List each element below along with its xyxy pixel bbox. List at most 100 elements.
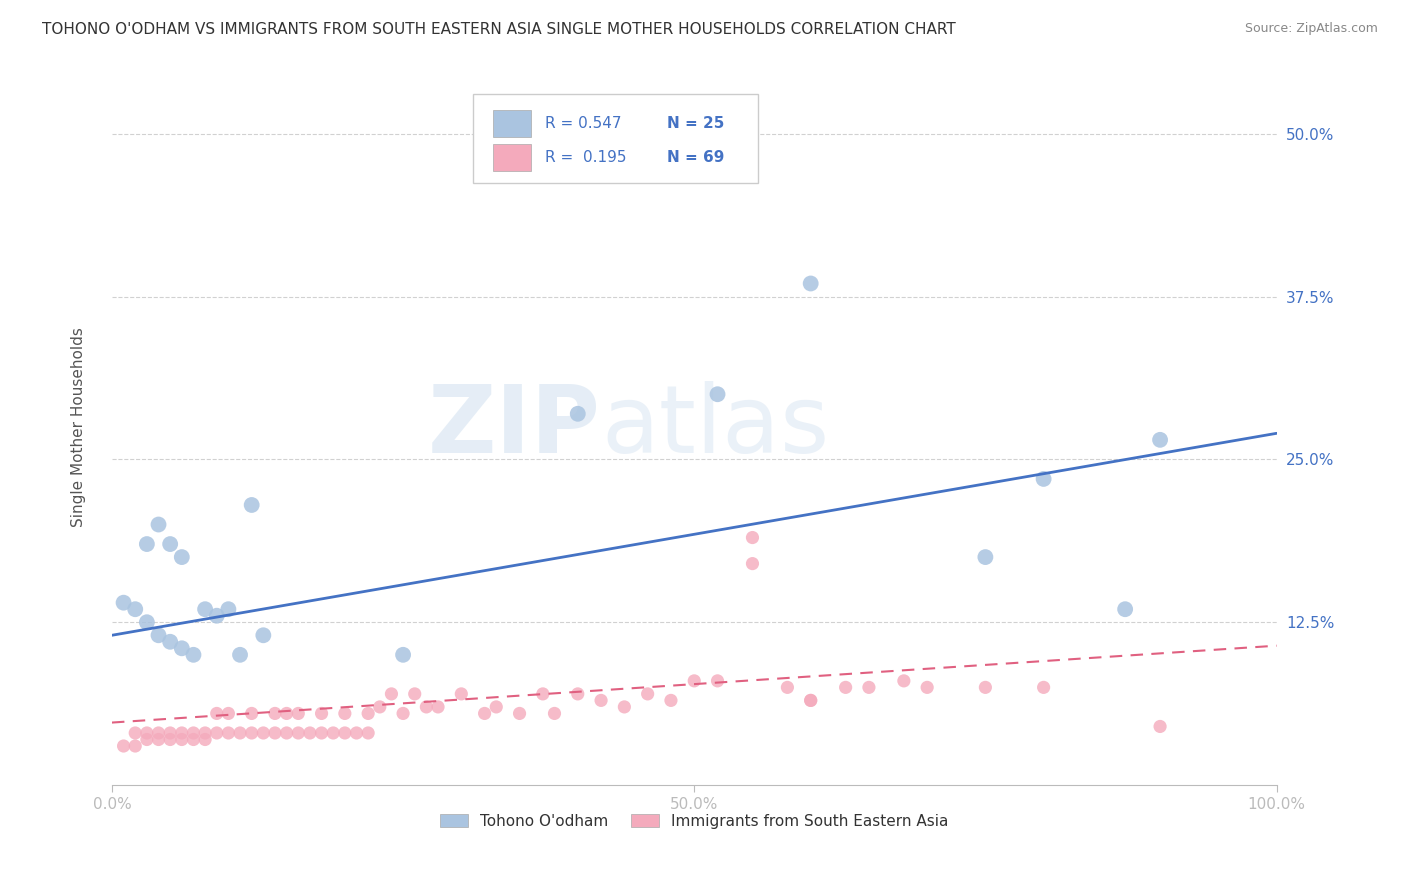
Point [659,693,682,707]
Point [148,628,170,642]
Point [159,537,181,551]
Point [357,726,380,740]
Point [893,673,915,688]
Point [194,732,217,747]
Point [112,739,135,753]
Point [112,596,135,610]
Point [159,732,181,747]
Point [637,687,659,701]
Point [311,726,333,740]
Point [205,706,228,721]
Point [1032,472,1054,486]
Point [135,732,157,747]
Point [427,700,450,714]
Point [159,726,181,740]
Point [333,726,356,740]
Point [567,407,589,421]
Point [683,673,706,688]
Point [311,706,333,721]
Point [170,726,193,740]
Point [170,641,193,656]
Text: R =  0.195: R = 0.195 [546,150,627,165]
Point [124,726,146,740]
Point [135,726,157,740]
Point [741,557,763,571]
Point [450,687,472,701]
Point [741,531,763,545]
Point [252,726,274,740]
Point [217,726,239,740]
Point [240,726,263,740]
Point [170,550,193,565]
Point [183,726,205,740]
Point [135,537,157,551]
Point [183,648,205,662]
Point [591,693,613,707]
Text: TOHONO O'ODHAM VS IMMIGRANTS FROM SOUTH EASTERN ASIA SINGLE MOTHER HOUSEHOLDS CO: TOHONO O'ODHAM VS IMMIGRANTS FROM SOUTH … [42,22,956,37]
Point [368,700,391,714]
Y-axis label: Single Mother Households: Single Mother Households [72,326,86,527]
Point [322,726,344,740]
Point [124,602,146,616]
Point [217,602,239,616]
Point [183,732,205,747]
Text: N = 69: N = 69 [668,150,725,165]
Point [194,602,217,616]
Text: R = 0.547: R = 0.547 [546,116,621,131]
Point [170,732,193,747]
Point [148,517,170,532]
Point [415,700,437,714]
Point [531,687,554,701]
Point [543,706,565,721]
Point [287,706,309,721]
Point [346,726,368,740]
Legend: Tohono O'odham, Immigrants from South Eastern Asia: Tohono O'odham, Immigrants from South Ea… [434,807,955,835]
Point [509,706,531,721]
Text: N = 25: N = 25 [668,116,725,131]
Point [800,693,823,707]
Point [800,277,823,291]
Point [240,498,263,512]
Point [392,706,415,721]
Point [240,706,263,721]
Point [148,726,170,740]
Point [1032,681,1054,695]
Point [357,706,380,721]
Point [915,681,938,695]
Point [974,681,997,695]
Point [298,726,321,740]
Point [706,673,728,688]
Point [148,732,170,747]
Point [380,687,402,701]
Point [392,648,415,662]
Point [229,648,252,662]
Point [205,608,228,623]
Text: atlas: atlas [602,381,830,473]
Point [333,706,356,721]
Point [706,387,728,401]
Point [404,687,426,701]
Point [124,739,146,753]
Point [194,726,217,740]
Point [159,634,181,648]
Point [834,681,856,695]
FancyBboxPatch shape [492,110,531,137]
Text: ZIP: ZIP [429,381,602,473]
Point [287,726,309,740]
Point [229,726,252,740]
Point [264,706,287,721]
Point [135,615,157,630]
Point [217,706,239,721]
FancyBboxPatch shape [472,94,758,183]
Text: Source: ZipAtlas.com: Source: ZipAtlas.com [1244,22,1378,36]
Point [276,726,298,740]
Point [474,706,496,721]
Point [567,687,589,701]
Point [252,628,274,642]
Point [800,693,823,707]
Point [485,700,508,714]
Point [1114,602,1136,616]
Point [858,681,880,695]
Point [276,706,298,721]
Point [264,726,287,740]
